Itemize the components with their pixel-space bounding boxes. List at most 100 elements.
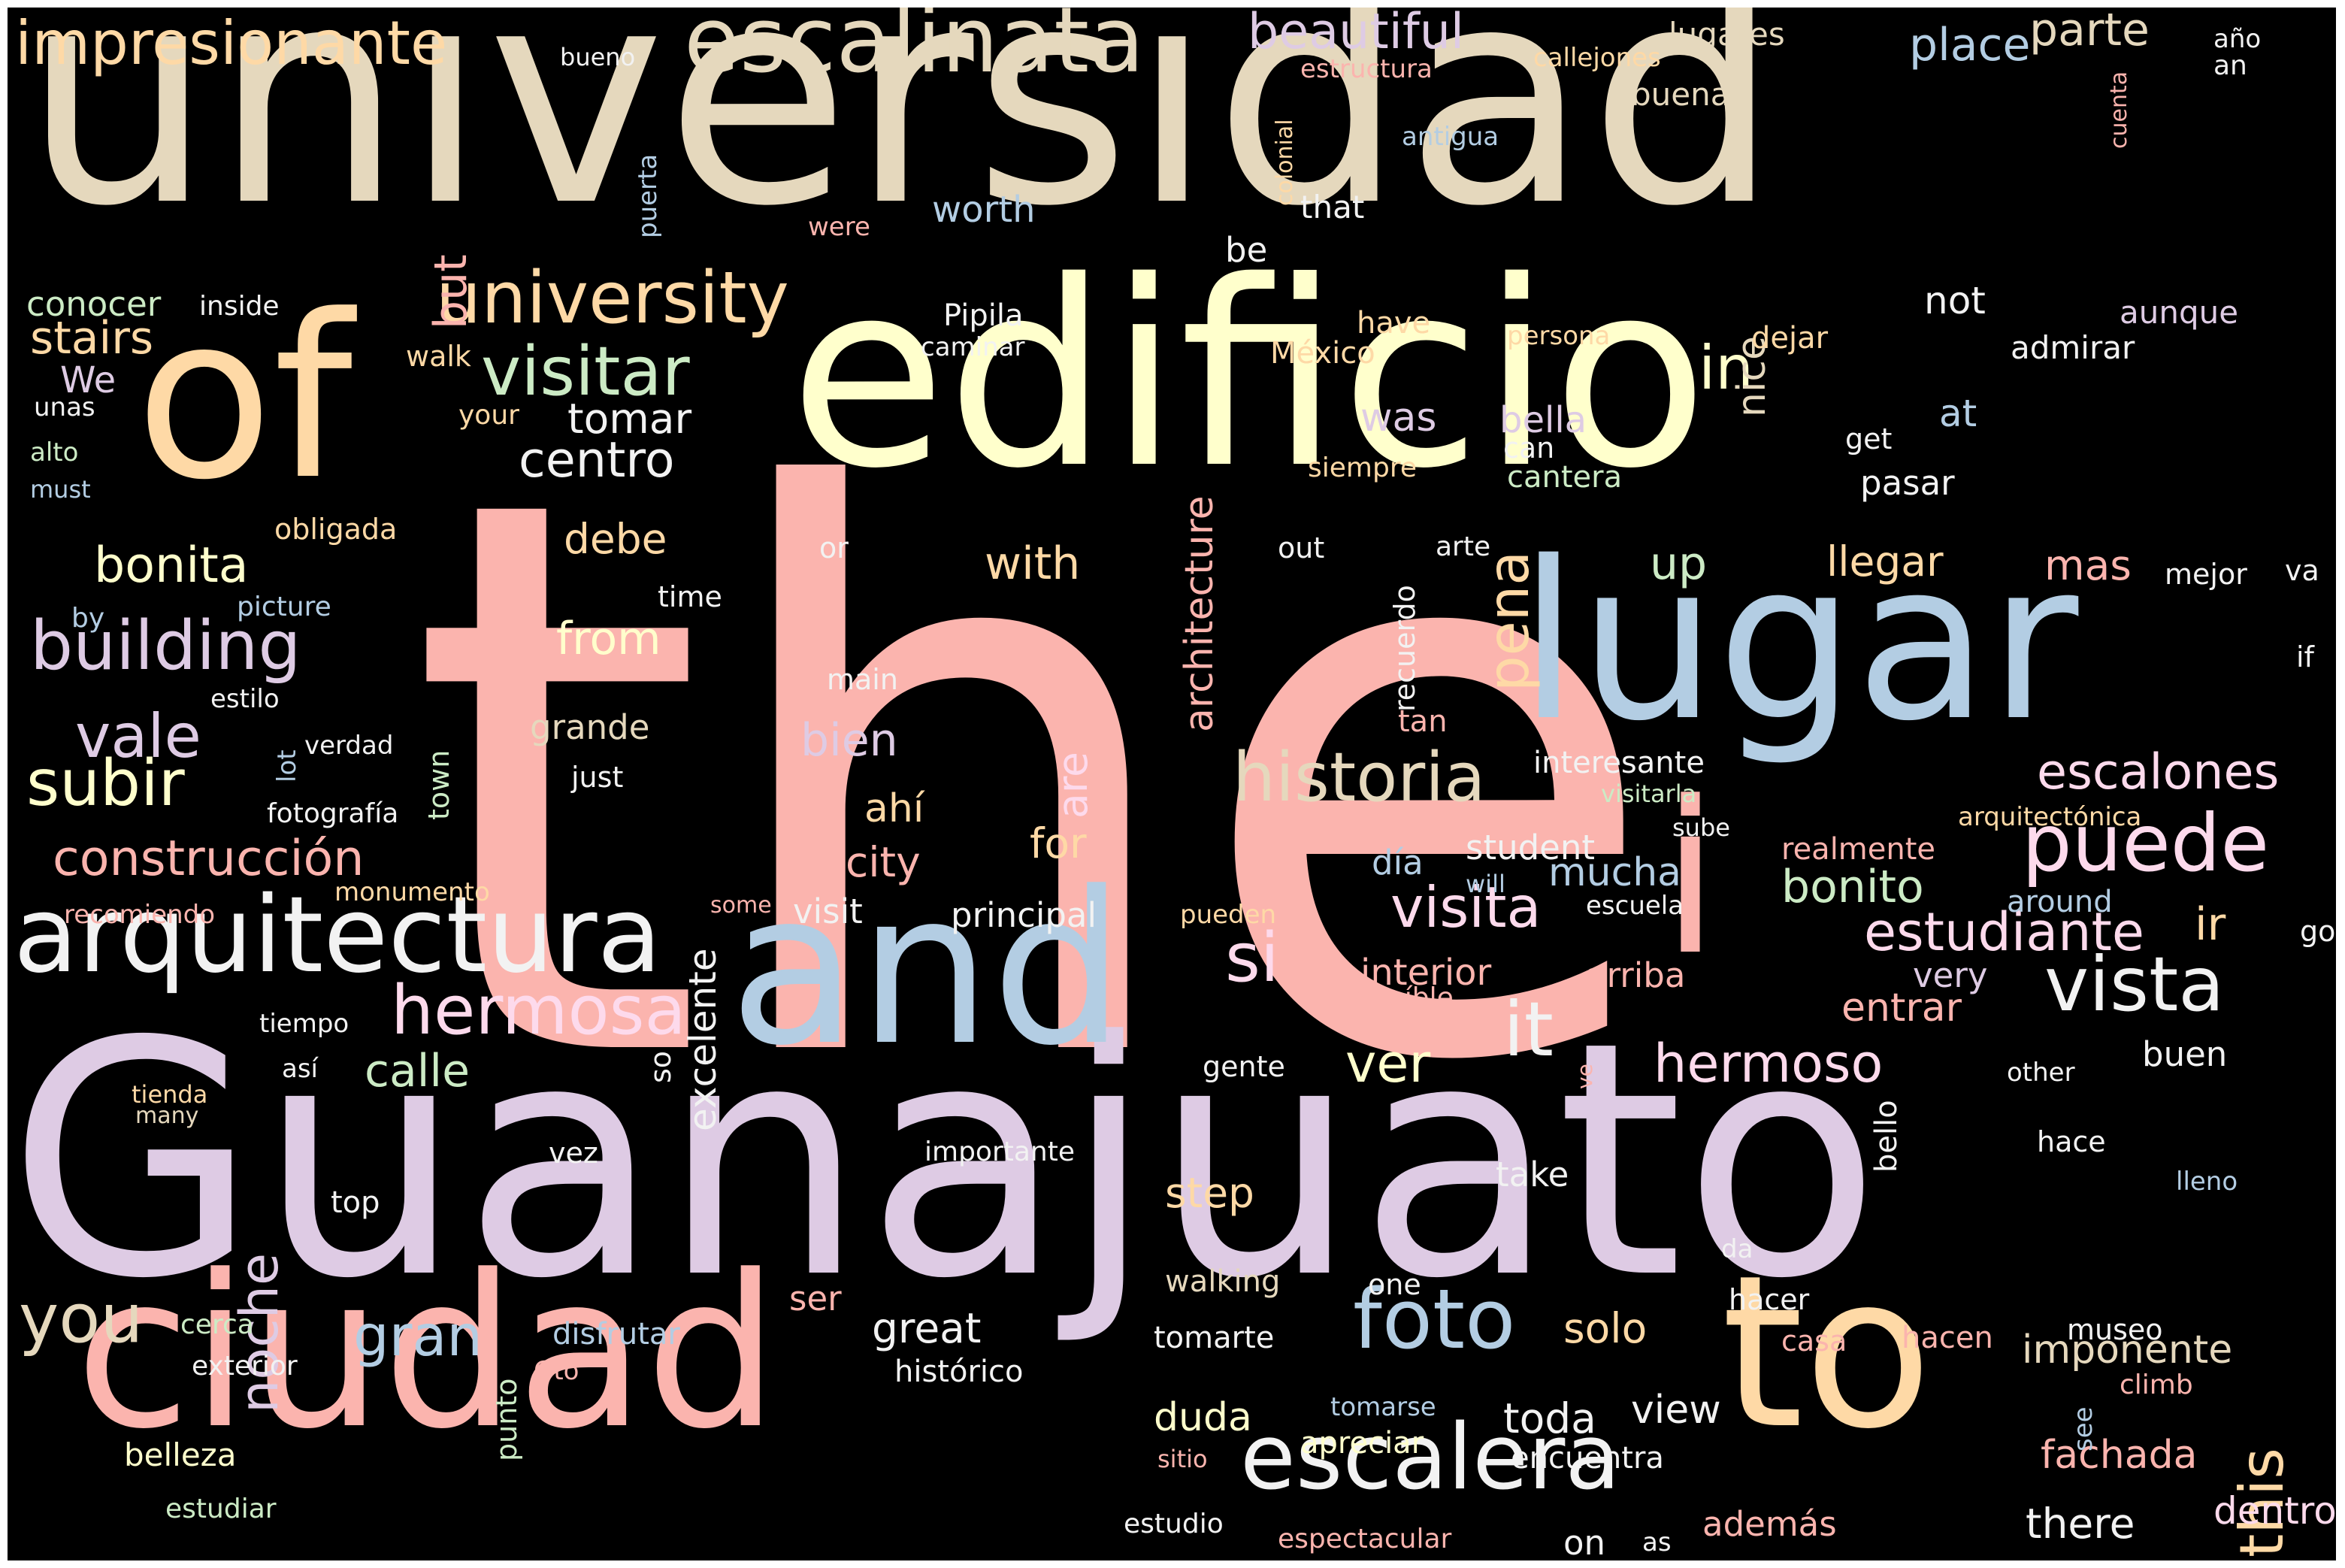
word-visit: visit xyxy=(793,891,863,931)
word-for: for xyxy=(1030,819,1087,867)
word-entrar: entrar xyxy=(1841,985,1962,1031)
word-espectacular: espectacular xyxy=(1278,1524,1452,1554)
word-arquitectura: arquitectura xyxy=(14,874,662,997)
word-fachada: fachada xyxy=(2041,1433,2198,1478)
word-gran: gran xyxy=(353,1303,483,1369)
word-see: see xyxy=(2068,1406,2098,1452)
word-vista: vista xyxy=(2044,940,2225,1028)
word-pena: pena xyxy=(1475,550,1542,692)
word-cloud: the Guanajuato universidad edificio of lugar c… xyxy=(8,8,2336,1560)
word-other: other xyxy=(2007,1058,2075,1088)
word-at: at xyxy=(1939,392,1977,435)
word-take: take xyxy=(1496,1155,1569,1194)
word-pueden: pueden xyxy=(1180,900,1277,930)
word-get: get xyxy=(1845,422,1893,456)
word-escalera: escalera xyxy=(1240,1406,1620,1510)
word-ahi: ahí xyxy=(864,786,924,831)
word-fotografia: fotografía xyxy=(267,798,399,829)
word-excelente: excelente xyxy=(681,948,725,1131)
word-callejones: callejones xyxy=(1533,43,1661,73)
word-by: by xyxy=(71,603,105,634)
word-ser: ser xyxy=(789,1279,842,1318)
word-ademas: además xyxy=(1702,1504,1837,1544)
word-historico: histórico xyxy=(894,1355,1024,1389)
word-guanajuato: Guanajuato xyxy=(8,973,1881,1349)
word-tan: tan xyxy=(1398,704,1448,739)
word-importante: importante xyxy=(924,1137,1076,1167)
word-very: very xyxy=(1913,955,1988,995)
word-great: great xyxy=(872,1304,982,1352)
word-visitar: visitar xyxy=(481,332,690,411)
word-picture: picture xyxy=(237,592,331,622)
word-so: so xyxy=(644,1050,677,1083)
word-siempre: siempre xyxy=(1308,453,1417,483)
word-dentro: dentro xyxy=(2213,1489,2336,1533)
word-university: university xyxy=(436,257,789,340)
word-inside: inside xyxy=(199,291,280,322)
word-dia: día xyxy=(1372,843,1424,882)
word-estilo: estilo xyxy=(210,684,280,714)
word-va: va xyxy=(2285,554,2319,587)
word-belleza: belleza xyxy=(124,1436,237,1473)
word-out: out xyxy=(1278,531,1325,565)
word-parte: parte xyxy=(2029,8,2150,56)
word-lugares: lugares xyxy=(1669,16,1785,53)
word-bueno: bueno xyxy=(560,43,636,71)
word-with: with xyxy=(985,537,1081,590)
word-aunque: aunque xyxy=(2120,294,2239,331)
word-as: as xyxy=(1642,1527,1672,1557)
word-up: up xyxy=(1650,537,1708,590)
word-verdad: verdad xyxy=(304,731,394,761)
word-monumento: monumento xyxy=(334,877,490,907)
word-you: you xyxy=(19,1279,144,1358)
word-gto: Gto xyxy=(534,1356,579,1386)
word-estudiar: estudiar xyxy=(165,1494,277,1524)
word-walk: walk xyxy=(406,340,471,373)
word-walking: walking xyxy=(1165,1264,1281,1299)
word-ver: ver xyxy=(1345,1033,1431,1094)
word-sube: sube xyxy=(1672,813,1730,842)
word-ir: ir xyxy=(2195,898,2226,951)
word-cuenta: cuenta xyxy=(2106,71,2132,149)
word-student: student xyxy=(1466,828,1596,867)
word-estudio: estudio xyxy=(1124,1509,1224,1539)
word-vez: vez xyxy=(549,1137,598,1170)
word-foto: foto xyxy=(1353,1271,1516,1367)
word-tiempo: tiempo xyxy=(259,1009,349,1039)
word-tomarte: tomarte xyxy=(1154,1321,1275,1355)
word-there: there xyxy=(2026,1500,2135,1548)
word-puerta: puerta xyxy=(633,154,663,239)
word-mejor: mejor xyxy=(2165,558,2247,591)
word-go: go xyxy=(2300,915,2336,948)
word-escalinata: escalinata xyxy=(684,8,1145,93)
word-to: to xyxy=(1721,1230,1933,1476)
word-in: in xyxy=(1699,333,1753,403)
word-hermosa: hermosa xyxy=(391,971,686,1050)
word-but: but xyxy=(425,254,477,329)
word-toda: toda xyxy=(1503,1394,1596,1442)
word-from: from xyxy=(556,613,661,665)
word-debe: debe xyxy=(564,515,667,563)
word-exterior: exterior xyxy=(192,1351,298,1382)
word-conocer: conocer xyxy=(26,284,162,324)
word-on: on xyxy=(1563,1523,1606,1560)
word-mucha: mucha xyxy=(1548,850,1682,895)
word-sitio: sitio xyxy=(1157,1445,1208,1473)
word-hacer: hacer xyxy=(1729,1283,1810,1316)
word-grande: grande xyxy=(530,707,650,747)
word-one: one xyxy=(1368,1268,1421,1301)
word-lot: lot xyxy=(272,749,302,783)
word-town: town xyxy=(422,749,455,821)
word-interesante: interesante xyxy=(1533,746,1705,780)
word-arquitectonica: arquitectónica xyxy=(1958,802,2142,832)
word-alto: alto xyxy=(30,437,79,468)
word-bien: bien xyxy=(800,714,898,767)
word-was: was xyxy=(1360,395,1437,440)
word-were: were xyxy=(808,212,870,242)
word-architecture: architecture xyxy=(1177,495,1222,733)
word-view: view xyxy=(1631,1388,1721,1433)
word-persona: persona xyxy=(1507,321,1611,351)
word-buen: buen xyxy=(2142,1034,2228,1074)
word-place: place xyxy=(1909,19,2031,71)
word-centro: centro xyxy=(519,432,675,489)
